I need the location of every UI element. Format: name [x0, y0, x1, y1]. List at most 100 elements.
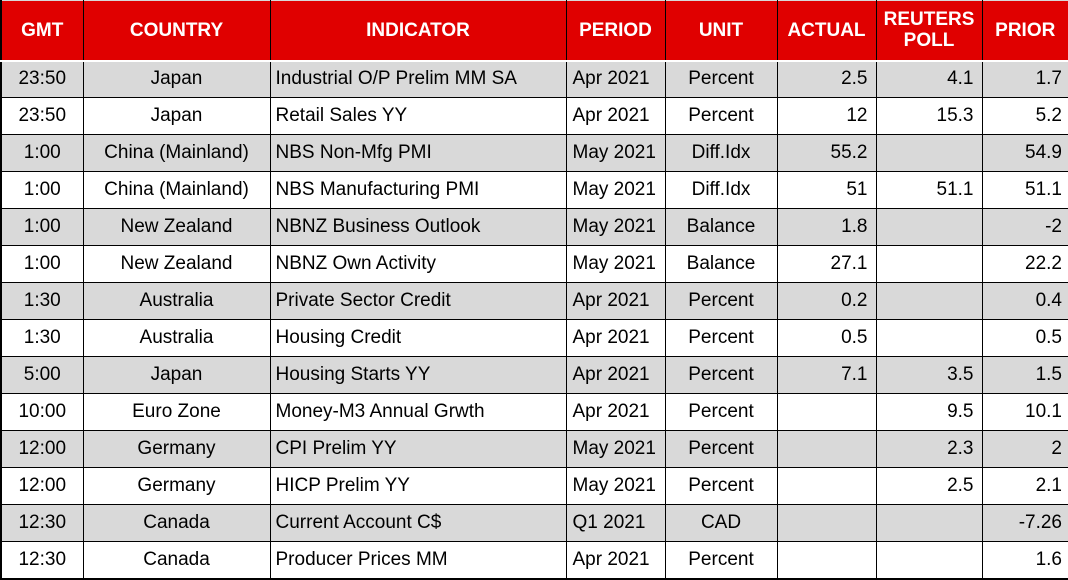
cell-gmt: 1:30 [0, 282, 84, 321]
cell-reuters-poll [875, 282, 983, 321]
cell-actual: 1.8 [776, 208, 877, 247]
cell-reuters-poll [875, 319, 983, 358]
table-header: GMT COUNTRY INDICATOR PERIOD UNIT ACTUAL REUTE… [0, 0, 1068, 62]
cell-prior: 2.1 [981, 467, 1068, 506]
cell-unit: Balance [664, 208, 778, 247]
cell-gmt: 1:00 [0, 245, 84, 284]
cell-indicator: NBS Manufacturing PMI [269, 171, 567, 210]
table-row: 1:00 New Zealand NBNZ Business Outlook May … [0, 208, 1068, 247]
cell-period: May 2021 [565, 430, 666, 469]
col-header-indicator: INDICATOR [269, 0, 567, 62]
cell-gmt: 1:00 [0, 171, 84, 210]
cell-period: Apr 2021 [565, 356, 666, 395]
cell-indicator: NBNZ Own Activity [269, 245, 567, 284]
col-header-country: COUNTRY [82, 0, 271, 62]
header-row: GMT COUNTRY INDICATOR PERIOD UNIT ACTUAL REUTE… [0, 0, 1068, 62]
cell-unit: Percent [664, 430, 778, 469]
cell-period: Apr 2021 [565, 393, 666, 432]
table-row: 1:30 Australia Private Sector Credit Apr 20… [0, 282, 1068, 321]
cell-period: Apr 2021 [565, 97, 666, 136]
cell-indicator: Money-M3 Annual Grwth [269, 393, 567, 432]
cell-country: Japan [82, 97, 271, 136]
table-row: 1:00 China (Mainland) NBS Non-Mfg PMI May 2… [0, 134, 1068, 173]
cell-period: Apr 2021 [565, 59, 666, 99]
cell-indicator: Housing Credit [269, 319, 567, 358]
cell-country: Japan [82, 356, 271, 395]
table-row: 10:00 Euro Zone Money-M3 Annual Grwth Apr 2… [0, 393, 1068, 432]
cell-reuters-poll: 15.3 [875, 97, 983, 136]
table-row: 1:00 New Zealand NBNZ Own Activity May 2021… [0, 245, 1068, 284]
cell-prior: 2 [981, 430, 1068, 469]
cell-prior: 1.5 [981, 356, 1068, 395]
table-row: 12:00 Germany HICP Prelim YY May 2021 Percen… [0, 467, 1068, 506]
cell-prior: 0.5 [981, 319, 1068, 358]
cell-country: New Zealand [82, 245, 271, 284]
cell-actual: 51 [776, 171, 877, 210]
cell-prior: 1.7 [981, 59, 1068, 99]
cell-reuters-poll [875, 134, 983, 173]
cell-actual [776, 467, 877, 506]
cell-prior: 0.4 [981, 282, 1068, 321]
cell-indicator: Producer Prices MM [269, 541, 567, 580]
cell-indicator: Industrial O/P Prelim MM SA [269, 59, 567, 99]
table-body: 23:50 Japan Industrial O/P Prelim MM SA Apr… [0, 59, 1068, 580]
cell-unit: CAD [664, 504, 778, 543]
cell-unit: Percent [664, 282, 778, 321]
cell-actual: 7.1 [776, 356, 877, 395]
cell-gmt: 10:00 [0, 393, 84, 432]
table-row: 12:00 Germany CPI Prelim YY May 2021 Percent… [0, 430, 1068, 469]
cell-actual: 0.5 [776, 319, 877, 358]
cell-prior: 1.6 [981, 541, 1068, 580]
cell-country: New Zealand [82, 208, 271, 247]
cell-period: Apr 2021 [565, 319, 666, 358]
cell-prior: 51.1 [981, 171, 1068, 210]
cell-reuters-poll: 51.1 [875, 171, 983, 210]
col-header-prior: PRIOR [981, 0, 1068, 62]
cell-reuters-poll: 9.5 [875, 393, 983, 432]
cell-unit: Diff.Idx [664, 171, 778, 210]
cell-actual: 27.1 [776, 245, 877, 284]
cell-unit: Percent [664, 356, 778, 395]
cell-period: Q1 2021 [565, 504, 666, 543]
cell-gmt: 1:00 [0, 134, 84, 173]
cell-period: May 2021 [565, 467, 666, 506]
cell-country: Australia [82, 282, 271, 321]
cell-country: Canada [82, 504, 271, 543]
cell-period: Apr 2021 [565, 541, 666, 580]
cell-gmt: 12:00 [0, 430, 84, 469]
table-row: 12:30 Canada Current Account C$ Q1 2021 CAD -… [0, 504, 1068, 543]
cell-actual: 55.2 [776, 134, 877, 173]
cell-reuters-poll [875, 245, 983, 284]
cell-gmt: 12:30 [0, 504, 84, 543]
table-row: 1:00 China (Mainland) NBS Manufacturing PM… [0, 171, 1068, 210]
cell-prior: 5.2 [981, 97, 1068, 136]
cell-actual [776, 504, 877, 543]
cell-prior: 10.1 [981, 393, 1068, 432]
cell-reuters-poll [875, 208, 983, 247]
cell-indicator: Current Account C$ [269, 504, 567, 543]
cell-prior: 54.9 [981, 134, 1068, 173]
cell-period: Apr 2021 [565, 282, 666, 321]
cell-unit: Percent [664, 59, 778, 99]
col-header-period: PERIOD [565, 0, 666, 62]
cell-period: May 2021 [565, 171, 666, 210]
table-row: 23:50 Japan Industrial O/P Prelim MM SA Apr… [0, 59, 1068, 99]
cell-country: Australia [82, 319, 271, 358]
cell-period: May 2021 [565, 245, 666, 284]
table-row: 5:00 Japan Housing Starts YY Apr 2021 Percen… [0, 356, 1068, 395]
cell-actual: 12 [776, 97, 877, 136]
cell-reuters-poll: 2.5 [875, 467, 983, 506]
table-row: 12:30 Canada Producer Prices MM Apr 2021 Per… [0, 541, 1068, 580]
cell-gmt: 12:30 [0, 541, 84, 580]
cell-gmt: 1:00 [0, 208, 84, 247]
col-header-actual: ACTUAL [776, 0, 877, 62]
cell-actual [776, 393, 877, 432]
col-header-gmt: GMT [0, 0, 84, 62]
cell-actual: 2.5 [776, 59, 877, 99]
col-header-reuters-poll: REUTERS POLL [875, 0, 983, 62]
cell-gmt: 23:50 [0, 97, 84, 136]
cell-unit: Diff.Idx [664, 134, 778, 173]
cell-reuters-poll: 3.5 [875, 356, 983, 395]
cell-unit: Balance [664, 245, 778, 284]
cell-country: China (Mainland) [82, 134, 271, 173]
